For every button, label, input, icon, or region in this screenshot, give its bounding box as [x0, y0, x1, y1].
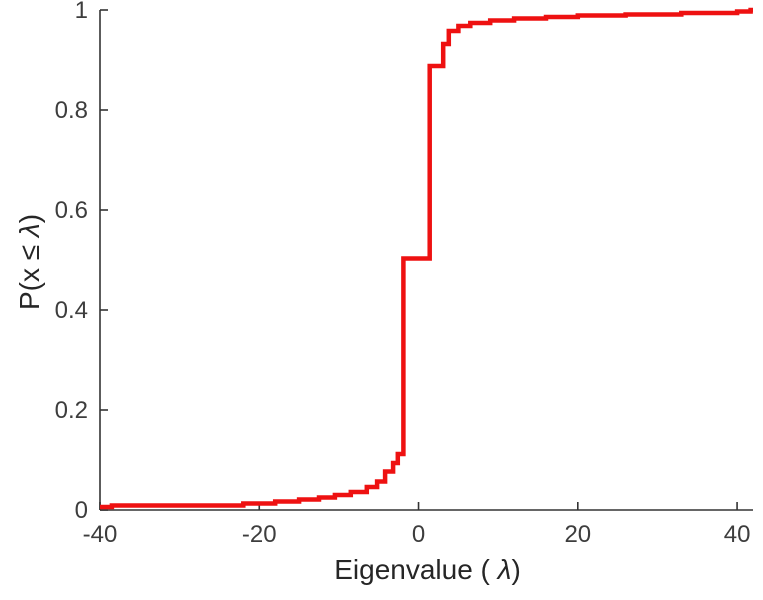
y-tick-label: 0.8	[55, 97, 88, 124]
x-tick-label: 40	[724, 521, 751, 548]
y-tick-label: 0.4	[55, 297, 88, 324]
x-tick-label: 20	[564, 521, 591, 548]
ecdf-line	[100, 7, 753, 510]
y-axis-label: P(x ≤ λ)	[14, 213, 45, 311]
x-tick-label: 0	[412, 521, 425, 548]
y-tick-label: 0.2	[55, 397, 88, 424]
x-tick-label: -40	[83, 521, 118, 548]
x-axis-label: Eigenvalue ( λ)	[334, 554, 521, 585]
y-tick-label: 1	[75, 0, 88, 24]
y-tick-label: 0.6	[55, 197, 88, 224]
x-tick-label: -20	[242, 521, 277, 548]
y-tick-label: 0	[75, 497, 88, 524]
